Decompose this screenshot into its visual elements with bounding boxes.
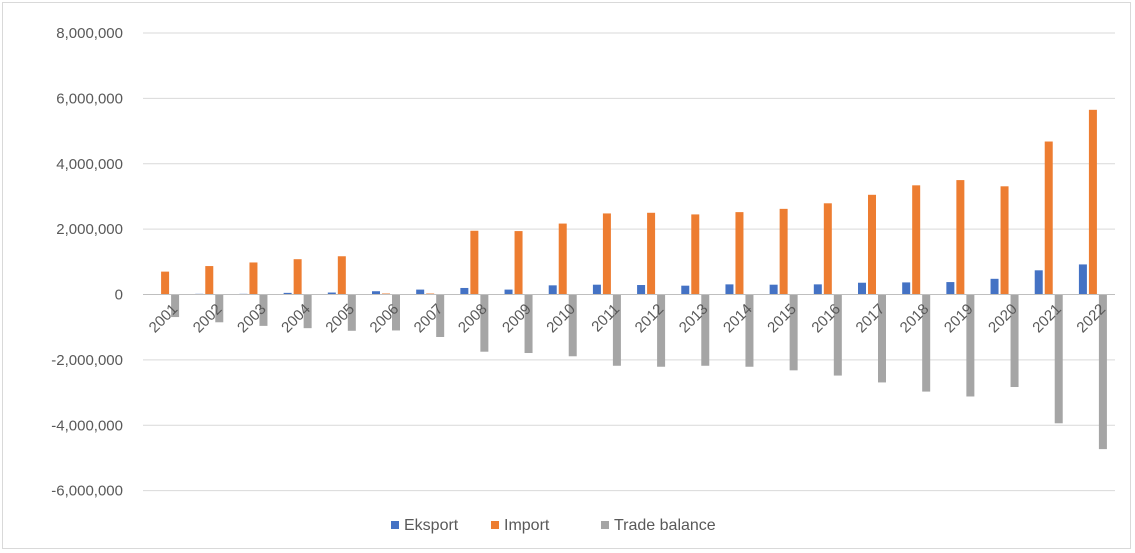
bar — [823, 203, 832, 295]
bar — [858, 282, 866, 295]
bar — [283, 292, 292, 295]
bar — [691, 214, 700, 295]
bar — [956, 180, 965, 295]
bar — [833, 294, 842, 376]
bar-chart: 8,000,000 6,000,000 4,000,000 2,000,000 0 -2,… — [51, 25, 1115, 534]
bar — [602, 213, 611, 295]
legend-item: Trade balance — [601, 517, 716, 534]
bar — [337, 256, 346, 295]
bar — [347, 294, 356, 331]
bar — [568, 294, 577, 357]
bar — [745, 294, 754, 367]
bar — [1000, 186, 1009, 295]
bar — [259, 294, 268, 326]
bar — [657, 294, 666, 367]
legend-label: Trade balance — [614, 517, 716, 534]
legend-swatch — [601, 521, 609, 529]
bar — [647, 212, 656, 295]
y-tick-label: -6,000,000 — [51, 483, 123, 500]
bar — [416, 289, 425, 295]
bar — [327, 292, 336, 295]
bar — [789, 294, 798, 371]
bar — [681, 285, 690, 295]
bar — [878, 294, 886, 383]
bar — [1054, 294, 1063, 424]
bar — [1044, 141, 1053, 295]
y-tick-label: -4,000,000 — [51, 417, 123, 434]
bar — [392, 294, 400, 331]
bar — [769, 284, 778, 295]
legend-item: Import — [491, 517, 550, 534]
bar — [470, 230, 479, 295]
bar — [161, 271, 170, 295]
series-eksport — [151, 264, 1087, 295]
bar — [637, 285, 646, 295]
x-axis-category-labels: 2001 2002 2003 2004 2005 2006 2007 2008 2009 2010… — [146, 301, 1109, 337]
bar — [215, 294, 224, 323]
bar — [504, 289, 513, 295]
gridlines — [143, 32, 1115, 492]
series-import — [161, 109, 1097, 295]
bar — [171, 294, 180, 318]
bar — [1088, 109, 1097, 295]
legend-label: Eksport — [404, 517, 459, 534]
series-trade-balance — [171, 294, 1107, 450]
bar — [612, 294, 621, 366]
legend-item: Eksport — [391, 517, 459, 534]
bar — [725, 284, 734, 295]
bar — [1034, 270, 1043, 295]
bar — [249, 262, 258, 295]
legend-swatch — [491, 521, 499, 529]
bar — [460, 287, 469, 295]
bar — [1098, 294, 1107, 450]
bar — [205, 266, 214, 295]
bar — [912, 185, 921, 295]
bar — [436, 294, 445, 337]
bar — [592, 284, 601, 295]
bar — [303, 294, 312, 329]
bar — [524, 294, 533, 354]
y-tick-label: 0 — [115, 287, 123, 304]
bar — [480, 294, 489, 352]
bar — [1010, 294, 1019, 388]
bar — [966, 294, 975, 397]
bar — [922, 294, 931, 392]
y-tick-label: 2,000,000 — [56, 221, 123, 238]
bar — [902, 282, 911, 295]
y-tick-label: 6,000,000 — [56, 90, 123, 107]
y-tick-label: -2,000,000 — [51, 352, 123, 369]
bar — [701, 294, 710, 366]
bar — [990, 278, 999, 295]
legend: Eksport Import Trade balance — [391, 517, 716, 534]
bar — [558, 223, 567, 295]
bar — [293, 259, 302, 295]
y-tick-label: 8,000,000 — [56, 25, 123, 42]
bar — [946, 282, 955, 295]
bar — [813, 284, 822, 295]
bar — [514, 231, 523, 295]
legend-label: Import — [504, 517, 550, 534]
legend-swatch — [391, 521, 399, 529]
y-axis-tick-labels: 8,000,000 6,000,000 4,000,000 2,000,000 0 -2,… — [51, 25, 123, 500]
y-tick-label: 4,000,000 — [56, 156, 123, 173]
bar — [1078, 264, 1087, 295]
bars — [151, 109, 1107, 450]
bar — [868, 194, 876, 295]
bar — [372, 291, 380, 295]
bar — [735, 212, 744, 295]
bar — [548, 285, 557, 295]
bar — [779, 208, 788, 295]
